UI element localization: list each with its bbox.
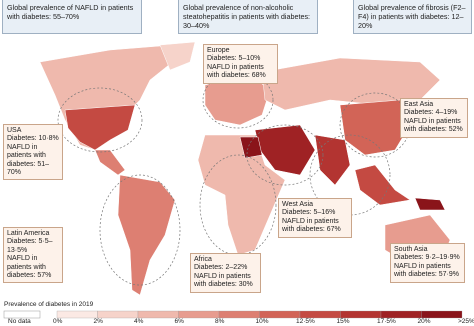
legend-label: 20% xyxy=(417,318,431,325)
header-box: Global prevalence of NAFLD in patients w… xyxy=(2,0,142,34)
region-nafld: NAFLD in patients with diabetes: 51–70% xyxy=(7,143,50,177)
circle-west-asia xyxy=(246,124,324,186)
legend-no-data: No data xyxy=(8,318,31,325)
legend-swatch xyxy=(56,310,98,319)
region-name: Europe xyxy=(207,47,230,54)
region-name: South Asia xyxy=(394,246,428,253)
legend-swatch xyxy=(259,310,301,319)
region-nafld: NAFLD in patients with diabetes: 57·9% xyxy=(394,262,459,279)
legend-label: 10% xyxy=(255,318,269,325)
region-diabetes: Diabetes: 5–10% xyxy=(207,55,261,63)
header-box: Global prevalence of fibrosis (F2–F4) in… xyxy=(353,0,472,34)
region-nafld: NAFLD in patients with diabetes: 67% xyxy=(282,217,341,234)
region-box: Africa Diabetes: 2–22% NAFLD in patients w… xyxy=(190,253,261,293)
south-asia xyxy=(314,134,351,186)
region-diabetes: Diabetes: 5·5–13·5% xyxy=(7,238,53,254)
southeast-asia xyxy=(354,164,411,206)
egypt xyxy=(239,136,263,159)
region-box: East Asia Diabetes: 4–19% NAFLD in patient… xyxy=(400,98,468,138)
legend-swatch xyxy=(3,310,41,319)
region-diabetes: Diabetes: 2–22% xyxy=(194,264,248,272)
legend-label: >25% xyxy=(458,318,474,325)
legend-swatch xyxy=(299,310,341,319)
legend-label: 17·5% xyxy=(377,318,396,325)
legend-title: Prevalence of diabetes in 2019 xyxy=(4,301,94,308)
africa xyxy=(197,134,286,256)
greenland xyxy=(159,41,196,71)
region-box: South Asia Diabetes: 9·2–19·9% NAFLD in pa… xyxy=(390,243,465,283)
region-box: Europe Diabetes: 5–10% NAFLD in patients w… xyxy=(203,44,278,84)
legend-swatch xyxy=(178,310,220,319)
legend-label: 8% xyxy=(215,318,225,325)
new-guinea xyxy=(414,197,446,211)
legend-swatch xyxy=(218,310,260,319)
central-america xyxy=(94,149,126,176)
legend-label: 6% xyxy=(174,318,184,325)
legend-label: 15% xyxy=(336,318,350,325)
region-box: West Asia Diabetes: 5–16% NAFLD in patient… xyxy=(278,198,352,238)
region-name: East Asia xyxy=(404,101,434,108)
legend-swatch xyxy=(340,310,382,319)
region-diabetes: Diabetes: 9·2–19·9% xyxy=(394,254,460,262)
region-nafld: NAFLD in patients with diabetes: 52% xyxy=(404,117,463,134)
region-name: Africa xyxy=(194,256,212,263)
legend-label: 12·5% xyxy=(296,318,315,325)
region-name: Latin America xyxy=(7,230,50,237)
legend-swatch xyxy=(380,310,422,319)
region-nafld: NAFLD in patients with diabetes: 68% xyxy=(207,63,266,80)
legend-swatch xyxy=(137,310,179,319)
region-nafld: NAFLD in patients with diabetes: 57% xyxy=(7,255,52,280)
legend-label: 0% xyxy=(53,318,63,325)
legend-label: 4% xyxy=(134,318,144,325)
region-diabetes: Diabetes: 4–19% xyxy=(404,109,458,117)
south-america xyxy=(117,174,176,296)
region-nafld: NAFLD in patients with diabetes: 30% xyxy=(194,272,253,289)
usa xyxy=(64,104,136,151)
region-diabetes: Diabetes: 10·8% xyxy=(7,135,59,143)
region-diabetes: Diabetes: 5–16% xyxy=(282,209,336,217)
region-name: USA xyxy=(7,127,22,134)
legend-swatch xyxy=(421,310,463,319)
region-box: USA Diabetes: 10·8% NAFLD in patients with… xyxy=(3,124,63,181)
region-name: West Asia xyxy=(282,201,313,208)
region-box: Latin America Diabetes: 5·5–13·5% NAFLD in… xyxy=(3,227,63,284)
legend-label: 2% xyxy=(93,318,103,325)
circle-usa xyxy=(57,87,143,153)
header-box: Global prevalence of non-alcoholic steat… xyxy=(178,0,318,34)
legend-swatch xyxy=(97,310,139,319)
circle-latam xyxy=(99,174,181,286)
circle-south-asia xyxy=(309,134,391,216)
